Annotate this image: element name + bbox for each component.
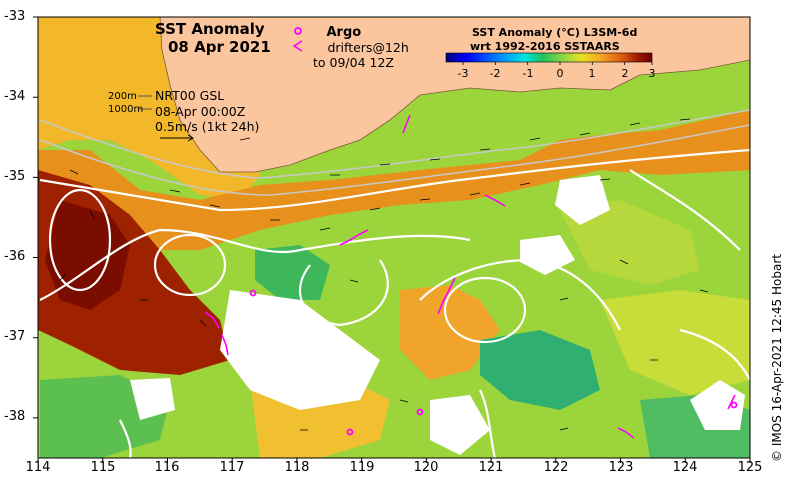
lon-tick-label: 124 bbox=[672, 460, 698, 475]
lat-tick-label: -33 bbox=[4, 9, 26, 24]
lat-tick-label: -34 bbox=[4, 89, 26, 104]
argo-float-marker bbox=[730, 401, 738, 409]
drifter-track bbox=[339, 229, 369, 246]
argo-legend-icon bbox=[294, 27, 302, 35]
map-date: 08 Apr 2021 bbox=[168, 38, 271, 56]
lon-tick-label: 120 bbox=[413, 460, 439, 475]
legend-symbols bbox=[292, 27, 303, 52]
drifter-legend-period: to 09/04 12Z bbox=[313, 55, 394, 70]
lon-tick-label: 115 bbox=[90, 460, 116, 475]
current-time-label: 08-Apr 00:00Z bbox=[155, 104, 246, 119]
contour-200m-label: 200m bbox=[108, 91, 137, 102]
drifter-track bbox=[204, 311, 220, 329]
lon-tick-label: 114 bbox=[25, 460, 51, 475]
drifter-legend-text: drifters@12h bbox=[327, 40, 409, 55]
colorbar-tick-label: -3 bbox=[457, 67, 469, 80]
lat-tick-label: -38 bbox=[4, 409, 26, 424]
colorbar-ticks bbox=[462, 62, 653, 65]
colorbar-subtitle: wrt 1992-2016 SSTAARS bbox=[470, 40, 620, 53]
velocity-arrows bbox=[59, 118, 709, 431]
drifter-track bbox=[727, 394, 736, 410]
argo-legend-text: Argo bbox=[326, 25, 362, 40]
axis-tick-marks bbox=[33, 16, 751, 463]
drifter-track bbox=[484, 194, 506, 207]
lat-tick-label: -35 bbox=[4, 169, 26, 184]
contour-legend-lines bbox=[138, 95, 152, 110]
lon-tick-label: 123 bbox=[608, 460, 634, 475]
map-frame bbox=[37, 16, 751, 459]
current-scale-label: 0.5m/s (1kt 24h) bbox=[155, 119, 260, 134]
drifter-track bbox=[437, 277, 456, 315]
colorbar-tick-label: -1 bbox=[522, 67, 534, 80]
colorbar-tick-label: 1 bbox=[588, 67, 596, 80]
drifter-legend-icon bbox=[292, 40, 303, 52]
colorbar-tick-label: 2 bbox=[621, 67, 629, 80]
lon-tick-label: 118 bbox=[284, 460, 310, 475]
map-title: SST Anomaly bbox=[155, 20, 265, 38]
argo-float-marker bbox=[249, 289, 257, 297]
lat-tick-label: -36 bbox=[4, 249, 26, 264]
colorbar bbox=[445, 52, 653, 65]
lat-tick-label: -37 bbox=[4, 329, 26, 344]
lon-tick-label: 125 bbox=[737, 460, 763, 475]
argo-float-marker bbox=[416, 408, 424, 416]
bathymetry-contours bbox=[39, 109, 750, 196]
lon-tick-label: 116 bbox=[154, 460, 180, 475]
drifter-tracks bbox=[204, 114, 736, 439]
drifter-track bbox=[221, 334, 229, 356]
lon-tick-label: 122 bbox=[543, 460, 569, 475]
drifter-track bbox=[617, 427, 635, 439]
colorbar-tick-label: 3 bbox=[648, 67, 656, 80]
lon-tick-label: 121 bbox=[478, 460, 504, 475]
colorbar-tick-label: -2 bbox=[489, 67, 501, 80]
colorbar-tick-label: 0 bbox=[556, 67, 564, 80]
argo-legend-label: o Argo bbox=[313, 25, 361, 40]
drifter-legend-label: < drifters@12h bbox=[313, 40, 409, 55]
current-scale-arrow bbox=[160, 134, 194, 142]
colorbar-gradient bbox=[445, 52, 653, 63]
imos-credit: © IMOS 16-Apr-2021 12:45 Hobart bbox=[770, 254, 784, 462]
contour-1000m-label: 1000m bbox=[108, 104, 144, 115]
argo-float-marker bbox=[346, 428, 354, 436]
lon-tick-label: 119 bbox=[349, 460, 375, 475]
colorbar-title: SST Anomaly (°C) L3SM-6d bbox=[472, 26, 638, 39]
lon-tick-label: 117 bbox=[219, 460, 245, 475]
current-streamlines bbox=[39, 148, 750, 458]
cloud-mask-patches bbox=[130, 175, 745, 455]
drifter-track bbox=[402, 114, 411, 134]
current-product-label: NRT00 GSL bbox=[155, 88, 225, 103]
argo-floats bbox=[249, 289, 738, 436]
